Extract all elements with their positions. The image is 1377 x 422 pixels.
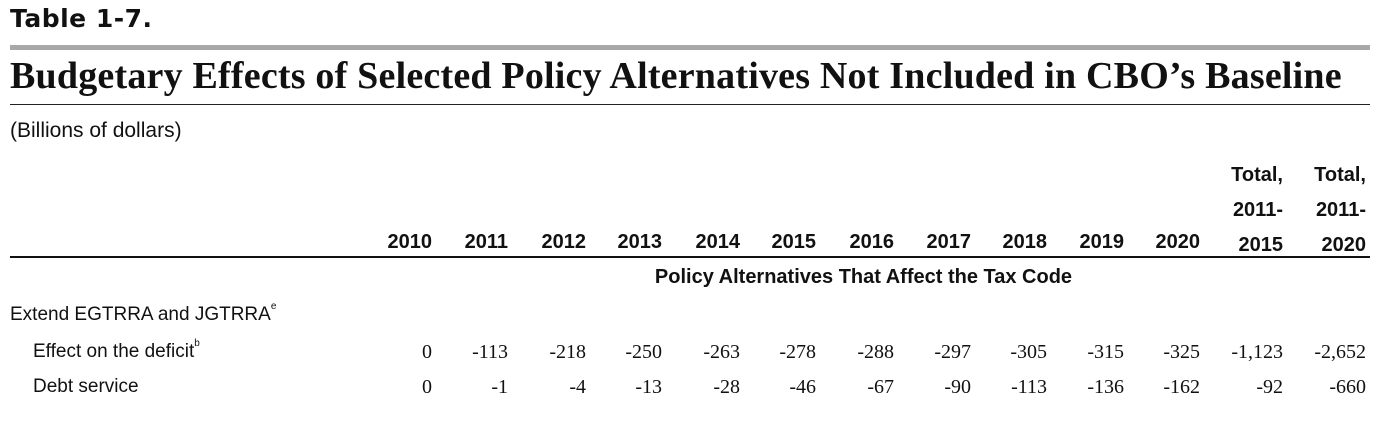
row-label: Effect on the deficitb: [33, 338, 200, 363]
group-label-text: Extend EGTRRA and JGTRRA: [10, 304, 271, 325]
group-label: Extend EGTRRA and JGTRRAe: [10, 301, 277, 326]
table-cell: -1: [491, 376, 508, 398]
column-header-2020: 2020: [1155, 231, 1201, 253]
table-cell: -325: [1163, 341, 1200, 363]
header-line: 2015: [1238, 234, 1284, 256]
table-cell: -136: [1087, 376, 1124, 398]
table-cell: -92: [1256, 376, 1283, 398]
table-cell: 0: [422, 376, 432, 398]
column-header-total-2: Total, 2011- 2020: [1276, 158, 1366, 263]
column-header-2016: 2016: [849, 231, 895, 253]
table-cell: -46: [789, 376, 816, 398]
section-heading: Policy Alternatives That Affect the Tax …: [654, 266, 1073, 288]
header-divider: [10, 256, 1370, 258]
group-footnote-marker: e: [270, 301, 277, 312]
table-cell: -28: [713, 376, 740, 398]
top-divider: [10, 45, 1370, 50]
table-number: Table 1-7.: [10, 4, 153, 33]
column-header-2018: 2018: [1002, 231, 1048, 253]
table-cell: -263: [703, 341, 740, 363]
table-cell: -162: [1163, 376, 1200, 398]
column-header-2013: 2013: [617, 231, 663, 253]
table-cell: -297: [934, 341, 971, 363]
table-cell: -278: [779, 341, 816, 363]
table-cell: -250: [625, 341, 662, 363]
column-header-2017: 2017: [926, 231, 972, 253]
column-header-2014: 2014: [695, 231, 741, 253]
table-cell: -2,652: [1314, 341, 1366, 363]
column-header-2012: 2012: [541, 231, 587, 253]
table-cell: -4: [569, 376, 586, 398]
units-note: (Billions of dollars): [10, 119, 182, 142]
header-line: 2011-: [1315, 199, 1366, 221]
title-divider: [10, 104, 1370, 105]
table-cell: -218: [549, 341, 586, 363]
header-line: Total,: [1231, 164, 1283, 186]
table-cell: -113: [472, 341, 508, 363]
row-label: Debt service: [33, 376, 139, 398]
table-cell: -305: [1010, 341, 1047, 363]
table-cell: -315: [1087, 341, 1124, 363]
table-cell: 0: [422, 341, 432, 363]
table-cell: -67: [867, 376, 894, 398]
table-cell: -660: [1329, 376, 1366, 398]
table-cell: -13: [635, 376, 662, 398]
column-header-2011: 2011: [464, 231, 508, 253]
column-header-2019: 2019: [1079, 231, 1125, 253]
row-footnote-marker: b: [194, 338, 200, 349]
column-header-2010: 2010: [387, 231, 433, 253]
column-header-total-1: Total, 2011- 2015: [1193, 158, 1283, 263]
table-cell: -1,123: [1231, 341, 1283, 363]
row-label-text: Effect on the deficit: [33, 341, 195, 362]
table-cell: -288: [857, 341, 894, 363]
table-cell: -113: [1011, 376, 1047, 398]
table-title: Budgetary Effects of Selected Policy Alt…: [10, 55, 1342, 97]
header-line: 2020: [1321, 234, 1367, 256]
column-header-2015: 2015: [771, 231, 817, 253]
row-label-text: Debt service: [33, 376, 139, 397]
header-line: Total,: [1314, 164, 1366, 186]
header-line: 2011-: [1232, 199, 1283, 221]
table-cell: -90: [944, 376, 971, 398]
